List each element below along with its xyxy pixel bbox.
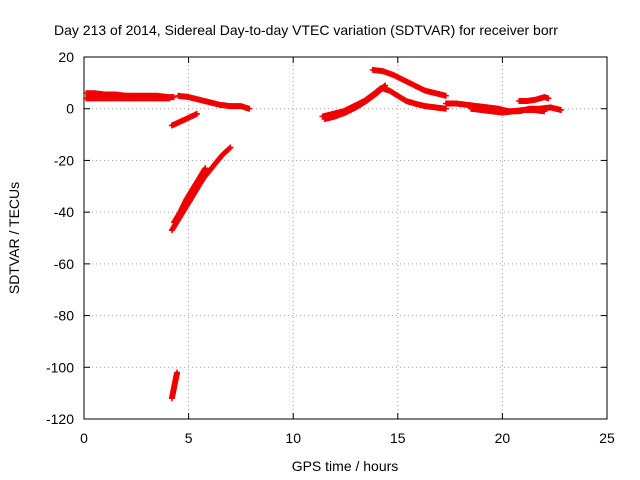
x-tick-label: 25 [599,430,615,446]
series-arc-12 [468,105,548,116]
data-point [227,144,234,151]
series-arc-2 [83,95,173,102]
data-point [226,145,233,152]
y-tick-label: 20 [58,49,74,65]
data-point [170,94,177,101]
data-point [174,369,181,376]
data-point [442,105,449,112]
data-point [541,108,548,115]
series-arc-7 [168,369,181,402]
y-tick-label: -80 [54,308,74,324]
series-arc-9 [321,82,389,123]
x-tick-label: 0 [80,430,88,446]
x-tick-label: 15 [390,430,406,446]
axis-ticks [83,56,608,420]
y-tick-label: -20 [54,152,74,168]
data-point [202,165,209,172]
y-tick-label: 0 [66,101,74,117]
y-tick-label: -40 [54,204,74,220]
data-point [193,110,200,117]
x-tick-label: 10 [285,430,301,446]
series-arc-13 [516,94,552,104]
series-arc-4 [168,110,200,129]
x-tick-label: 5 [185,430,193,446]
data-point [545,95,552,102]
x-axis-label: GPS time / hours [292,458,399,474]
data-point [557,107,564,114]
data-points [83,66,564,402]
plot-frame [83,56,608,420]
y-tick-label: -60 [54,256,74,272]
x-tick-label: 20 [495,430,511,446]
y-tick-labels: -120 -100 -80 -60 -40 -20 0 20 [46,49,74,427]
data-point [166,95,173,102]
x-tick-labels: 0 5 10 15 20 25 [80,430,615,446]
data-point [442,92,449,99]
y-axis-label: SDTVAR / TECUs [6,182,22,294]
data-point [382,82,389,89]
series-arc-10 [369,66,449,99]
y-tick-label: -120 [46,411,74,427]
chart-title: Day 213 of 2014, Sidereal Day-to-day VTE… [54,22,558,38]
data-point [381,83,388,90]
data-point [246,105,253,112]
y-tick-label: -100 [46,359,74,375]
series-arc-6 [170,165,209,226]
series-arc-3 [175,92,253,112]
